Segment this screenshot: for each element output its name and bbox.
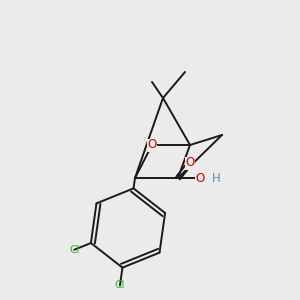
Text: O: O (185, 157, 195, 169)
Text: O: O (195, 172, 205, 184)
Text: O: O (147, 139, 157, 152)
Text: Cl: Cl (115, 280, 125, 290)
Text: H: H (212, 172, 220, 184)
Text: Cl: Cl (69, 245, 80, 255)
